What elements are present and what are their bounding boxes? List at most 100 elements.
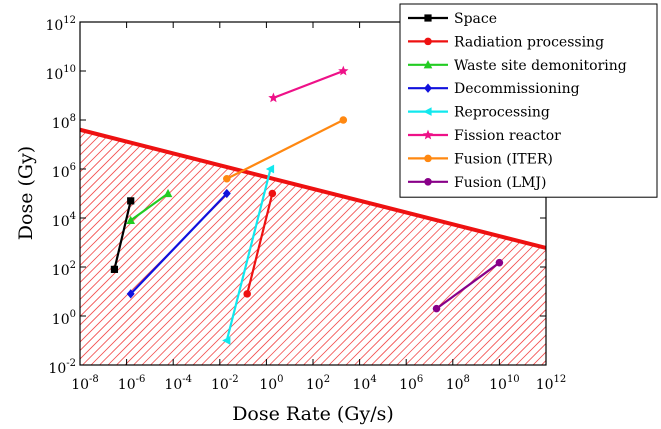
hatch-stroke <box>80 129 375 365</box>
limit-line <box>80 127 546 250</box>
hatch-stroke <box>80 129 290 365</box>
x-tick-label: 10-2 <box>211 374 239 393</box>
legend-box <box>399 3 658 198</box>
hatch-stroke <box>422 129 546 365</box>
data-point <box>222 336 231 345</box>
legend-marker <box>423 60 433 69</box>
x-tick-label: 106 <box>399 374 423 393</box>
data-point <box>127 197 135 205</box>
hatch-stroke <box>388 129 546 365</box>
x-tick-label: 100 <box>259 374 283 393</box>
x-tick-label: 10-4 <box>164 374 192 393</box>
data-point <box>126 289 135 299</box>
legend-item: Space <box>408 11 497 27</box>
hatch-stroke <box>80 129 324 365</box>
hatch-stroke <box>82 129 426 365</box>
data-point <box>268 92 279 103</box>
data-point <box>223 174 231 183</box>
x-tick-label: 1010 <box>489 374 520 393</box>
hatch-stroke <box>124 129 469 365</box>
hatch-stroke <box>80 129 358 365</box>
limit-line-layer <box>80 127 546 250</box>
hatch-stroke <box>430 129 546 365</box>
y-tick-label: 1012 <box>45 15 76 34</box>
hatch-stroke <box>80 129 418 365</box>
y-tick-label: 108 <box>52 113 76 132</box>
hatch-stroke <box>481 129 546 365</box>
legend-item: Decommissioning <box>408 81 580 97</box>
series-line <box>273 69 344 99</box>
data-point <box>268 189 277 198</box>
legend-marker <box>424 83 432 93</box>
series-0 <box>110 197 135 273</box>
series-layer <box>110 65 504 345</box>
y-tick-label: 102 <box>52 260 76 279</box>
series-5 <box>268 65 349 103</box>
data-point <box>338 65 349 76</box>
series-line <box>113 200 132 270</box>
hatch-stroke <box>150 129 494 365</box>
hatch-stroke <box>133 129 477 365</box>
hatch-stroke <box>80 129 307 365</box>
legend-marker <box>423 107 432 116</box>
legend-label: Waste site demonitoring <box>454 58 627 74</box>
data-point <box>265 164 275 174</box>
legend: Space Radiation processing Waste site demo… <box>399 3 658 198</box>
x-tick-label: 1012 <box>536 374 567 393</box>
data-point <box>432 304 441 313</box>
series-1 <box>243 189 277 298</box>
legend-label: Space <box>454 11 497 27</box>
series-line <box>246 193 274 295</box>
legend-label: Fusion (LMJ) <box>454 175 546 191</box>
y-tick-label: 100 <box>52 309 76 328</box>
series-4 <box>222 164 275 345</box>
hatch-stroke <box>464 129 546 365</box>
series-2 <box>126 188 173 224</box>
hatch-stroke <box>80 129 282 365</box>
legend-item: Fusion (ITER) <box>408 151 553 167</box>
series-line <box>225 168 272 341</box>
legend-label: Reprocessing <box>454 105 550 121</box>
hatch-stroke <box>80 129 350 365</box>
data-point <box>163 188 173 198</box>
hatch-stroke <box>80 129 265 365</box>
x-tick-label: 102 <box>306 374 330 393</box>
legend-marker <box>424 154 432 163</box>
series-3 <box>126 188 231 299</box>
hatch-stroke <box>473 129 546 365</box>
y-tick-label: 104 <box>52 211 76 230</box>
y-tick-label: 106 <box>52 162 76 181</box>
hatch-stroke <box>80 129 333 365</box>
data-point <box>222 188 231 199</box>
x-axis-label: Dose Rate (Gy/s) <box>232 403 394 425</box>
hatch-stroke <box>447 129 546 365</box>
hatch-stroke <box>439 129 546 365</box>
series-line <box>226 119 344 180</box>
hatch-stroke <box>116 129 460 365</box>
legend-item: Fission reactor <box>408 128 561 144</box>
legend-marker <box>424 14 432 22</box>
legend-marker <box>422 129 434 140</box>
hatch-stroke <box>80 129 256 365</box>
data-point <box>339 116 348 124</box>
x-tick-label: 10-6 <box>118 374 146 393</box>
hatch-stroke <box>80 129 299 365</box>
hatch-stroke <box>80 129 392 365</box>
data-point <box>126 215 136 224</box>
hatch-stroke <box>80 129 273 365</box>
y-axis-label: Dose (Gy) <box>15 146 37 240</box>
legend-item: Fusion (LMJ) <box>408 175 546 191</box>
hatch-stroke <box>80 129 316 365</box>
series-7 <box>432 258 504 313</box>
x-tick-label: 108 <box>446 374 470 393</box>
legend-label: Decommissioning <box>454 81 580 97</box>
hatch-stroke <box>90 129 435 365</box>
series-6 <box>223 116 348 183</box>
hatch-stroke <box>413 129 546 365</box>
data-point <box>495 258 504 267</box>
x-tick-label: 104 <box>352 374 376 393</box>
x-tick-label: 10-8 <box>71 374 99 393</box>
hatch-stroke <box>405 129 546 365</box>
legend-item: Reprocessing <box>408 105 550 121</box>
